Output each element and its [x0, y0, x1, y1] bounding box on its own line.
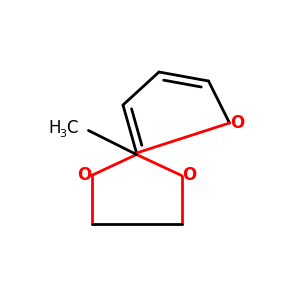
Text: O: O — [77, 167, 91, 184]
Text: 3: 3 — [59, 128, 66, 139]
Text: H: H — [48, 119, 61, 137]
Text: O: O — [182, 167, 196, 184]
Text: O: O — [230, 114, 244, 132]
Text: C: C — [66, 119, 77, 137]
